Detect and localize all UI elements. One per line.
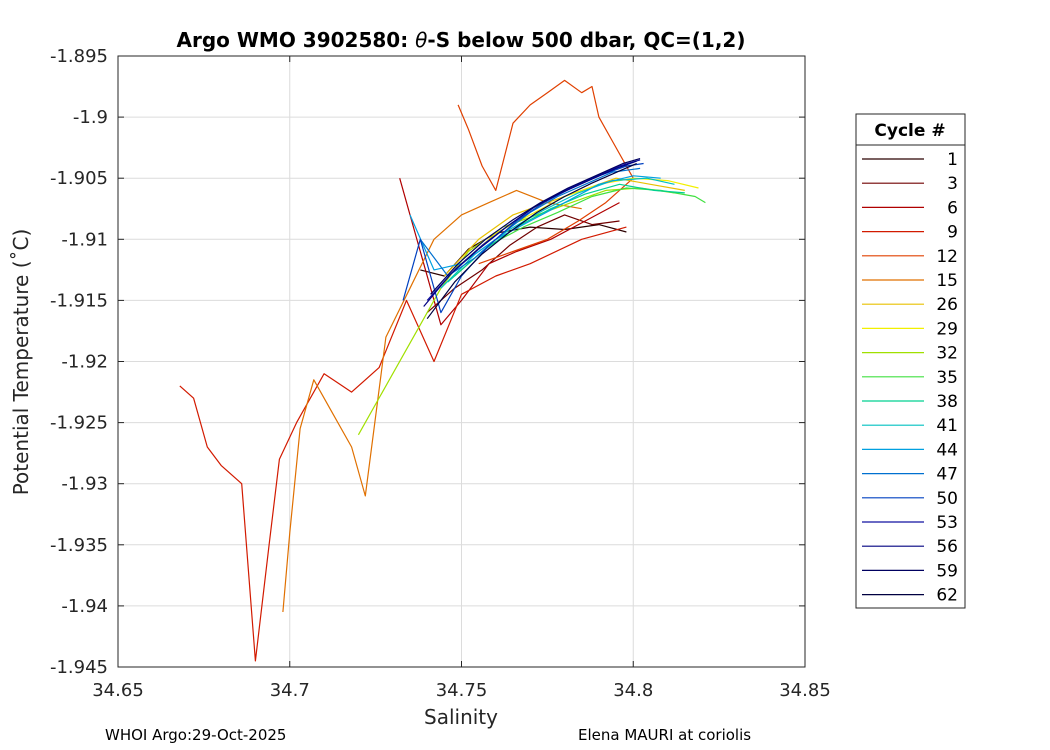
series-line-cycle-59 bbox=[430, 158, 641, 295]
x-tick-label: 34.7 bbox=[270, 680, 310, 701]
footer-right: Elena MAURI at coriolis bbox=[578, 726, 751, 744]
legend-box bbox=[855, 113, 966, 609]
legend-label-cycle-15: 15 bbox=[936, 271, 958, 291]
legend-label-cycle-47: 47 bbox=[936, 465, 958, 485]
legend-label-cycle-12: 12 bbox=[936, 247, 958, 267]
series-line-cycle-44 bbox=[409, 175, 661, 271]
x-axis-label: Salinity bbox=[424, 705, 498, 729]
legend-label-cycle-35: 35 bbox=[936, 368, 958, 388]
legend-label-cycle-53: 53 bbox=[936, 513, 958, 533]
legend-label-cycle-1: 1 bbox=[947, 150, 958, 170]
legend-title: Cycle # bbox=[874, 121, 945, 141]
y-tick-label: -1.925 bbox=[50, 413, 108, 434]
x-tick-label: 34.75 bbox=[436, 680, 488, 701]
legend-label-cycle-62: 62 bbox=[936, 586, 958, 606]
ticks: 34.65 34.7 34.75 34.8 34.85 -1.895 -1.9 -1.905 -… bbox=[50, 46, 831, 701]
legend-label-cycle-41: 41 bbox=[936, 416, 958, 436]
legend-label-cycle-3: 3 bbox=[947, 174, 958, 194]
series-line-cycle-9 bbox=[179, 226, 627, 662]
series-line-cycle-6 bbox=[399, 178, 620, 326]
legend-label-cycle-26: 26 bbox=[936, 295, 958, 315]
x-tick-label: 34.8 bbox=[613, 680, 653, 701]
series-line-cycle-15 bbox=[282, 189, 582, 613]
footer-left: WHOI Argo:29-Oct-2025 bbox=[105, 726, 286, 744]
chart-title: Argo WMO 3902580: θ-S below 500 dbar, QC… bbox=[177, 28, 746, 52]
y-tick-label: -1.935 bbox=[50, 535, 108, 556]
legend-label-cycle-38: 38 bbox=[936, 392, 958, 412]
y-tick-label: -1.92 bbox=[61, 352, 108, 373]
y-tick-label: -1.9 bbox=[73, 107, 108, 128]
y-tick-label: -1.945 bbox=[50, 657, 108, 678]
legend-items: 1 3 6 9 12 15 26 29 32 35 38 41 44 47 50 53 56 59 62 bbox=[862, 150, 958, 606]
x-tick-label: 34.85 bbox=[779, 680, 831, 701]
series-line-cycle-3 bbox=[426, 214, 620, 314]
y-tick-label: -1.94 bbox=[61, 596, 108, 617]
series-layer bbox=[179, 79, 706, 662]
y-tick-label: -1.91 bbox=[61, 229, 108, 250]
legend-label-cycle-50: 50 bbox=[936, 489, 958, 509]
legend-label-cycle-56: 56 bbox=[936, 537, 958, 557]
y-tick-label: -1.895 bbox=[50, 46, 108, 67]
legend: Cycle # 1 3 6 9 12 15 26 29 32 35 38 41 44 47 50 53 56 59… bbox=[855, 113, 966, 609]
y-tick-label: -1.93 bbox=[61, 474, 108, 495]
legend-label-cycle-32: 32 bbox=[936, 344, 958, 364]
y-tick-label: -1.905 bbox=[50, 168, 108, 189]
legend-label-cycle-9: 9 bbox=[947, 223, 958, 243]
legend-label-cycle-59: 59 bbox=[936, 561, 958, 581]
series-line-cycle-62 bbox=[426, 162, 637, 320]
legend-label-cycle-29: 29 bbox=[936, 319, 958, 339]
series-line-cycle-12 bbox=[457, 79, 634, 265]
y-tick-label: -1.915 bbox=[50, 290, 108, 311]
x-tick-label: 34.65 bbox=[92, 680, 144, 701]
legend-label-cycle-44: 44 bbox=[936, 440, 958, 460]
y-axis-label: Potential Temperature (˚C) bbox=[9, 229, 33, 496]
legend-label-cycle-6: 6 bbox=[947, 198, 958, 218]
